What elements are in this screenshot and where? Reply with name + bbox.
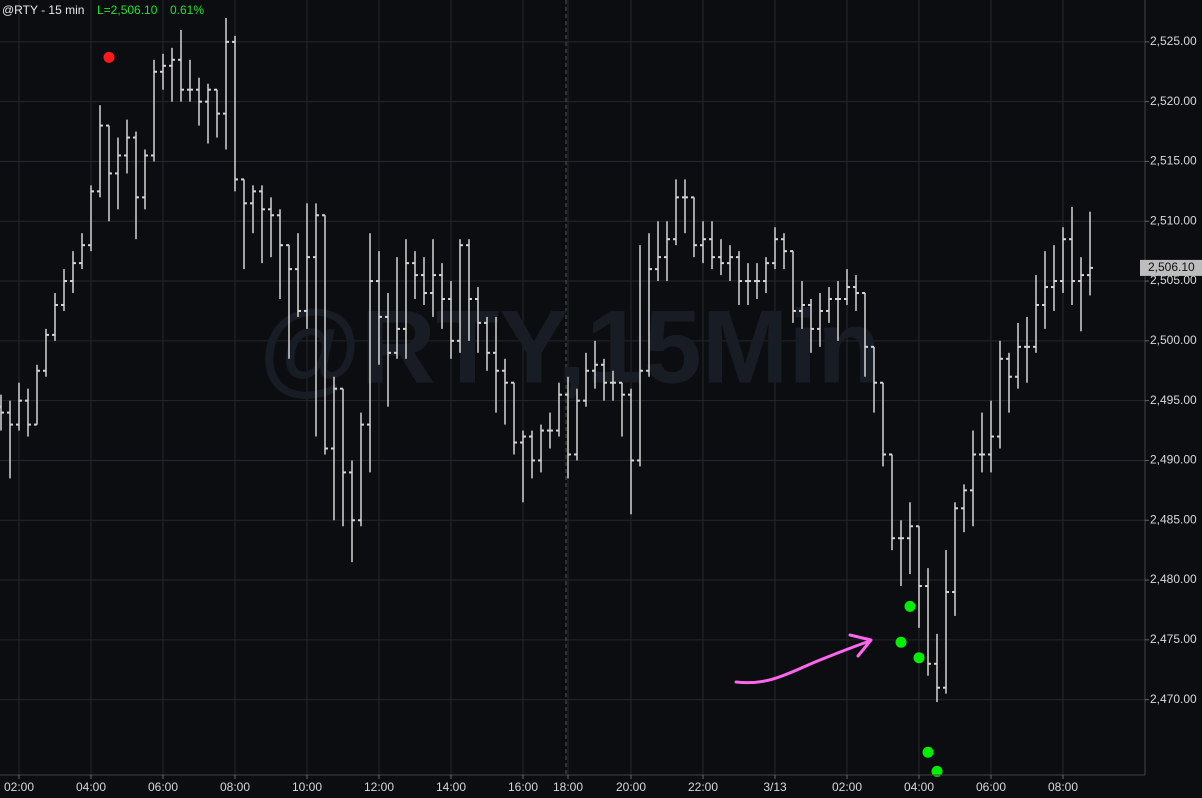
x-tick-label: 3/13: [763, 780, 787, 794]
y-tick-label: 2,490.00: [1150, 453, 1197, 467]
signal-dot: [922, 746, 934, 758]
x-tick-label: 10:00: [292, 780, 322, 794]
y-tick-label: 2,505.00: [1150, 273, 1197, 287]
x-tick-label: 06:00: [148, 780, 178, 794]
signal-dot: [904, 600, 916, 612]
y-tick-label: 2,480.00: [1150, 572, 1197, 586]
grid: [0, 0, 1145, 775]
y-tick-label: 2,520.00: [1150, 94, 1197, 108]
signal-dot: [931, 765, 943, 777]
annotation-arrowhead: [848, 633, 873, 658]
annotation-arrow: [734, 639, 872, 685]
y-tick-label: 2,515.00: [1150, 154, 1197, 168]
y-tick-label: 2,510.00: [1150, 213, 1197, 227]
change-text: 0.61%: [170, 3, 204, 17]
y-tick-label: 2,500.00: [1150, 333, 1197, 347]
signal-dot: [103, 51, 115, 63]
x-tick-label: 06:00: [976, 780, 1006, 794]
y-tick-label: 2,485.00: [1150, 512, 1197, 526]
axes: 2,470.00 2,475.00 2,480.00 2,485.00 2,490.00…: [4, 34, 1202, 794]
last-price-text: L=2,506.10: [97, 3, 158, 17]
x-tick-label: 08:00: [220, 780, 250, 794]
y-tick-label: 2,470.00: [1150, 692, 1197, 706]
y-tick-label: 2,495.00: [1150, 393, 1197, 407]
x-tick-label: 22:00: [688, 780, 718, 794]
x-tick-label: 02:00: [4, 780, 34, 794]
x-tick-label: 16:00: [508, 780, 538, 794]
watermark: @RTY,15Min: [259, 289, 881, 405]
signal-dot: [913, 652, 925, 664]
x-tick-label: 08:00: [1048, 780, 1078, 794]
y-tick-label: 2,475.00: [1150, 632, 1197, 646]
x-tick-label: 04:00: [76, 780, 106, 794]
y-tick-label: 2,525.00: [1150, 34, 1197, 48]
bars: [0, 17, 1093, 703]
x-tick-label: 02:00: [832, 780, 862, 794]
last-price-label: 2,506.10: [1148, 260, 1195, 274]
last-price-box: [1140, 259, 1202, 276]
x-tick-label: 20:00: [616, 780, 646, 794]
x-tick-label: 04:00: [904, 780, 934, 794]
x-tick-label: 18:00: [553, 780, 583, 794]
signals: [103, 51, 943, 777]
symbol: @RTY - 15 min: [2, 3, 84, 17]
x-tick-label: 14:00: [436, 780, 466, 794]
x-tick-label: 12:00: [364, 780, 394, 794]
signal-dot: [895, 636, 907, 648]
